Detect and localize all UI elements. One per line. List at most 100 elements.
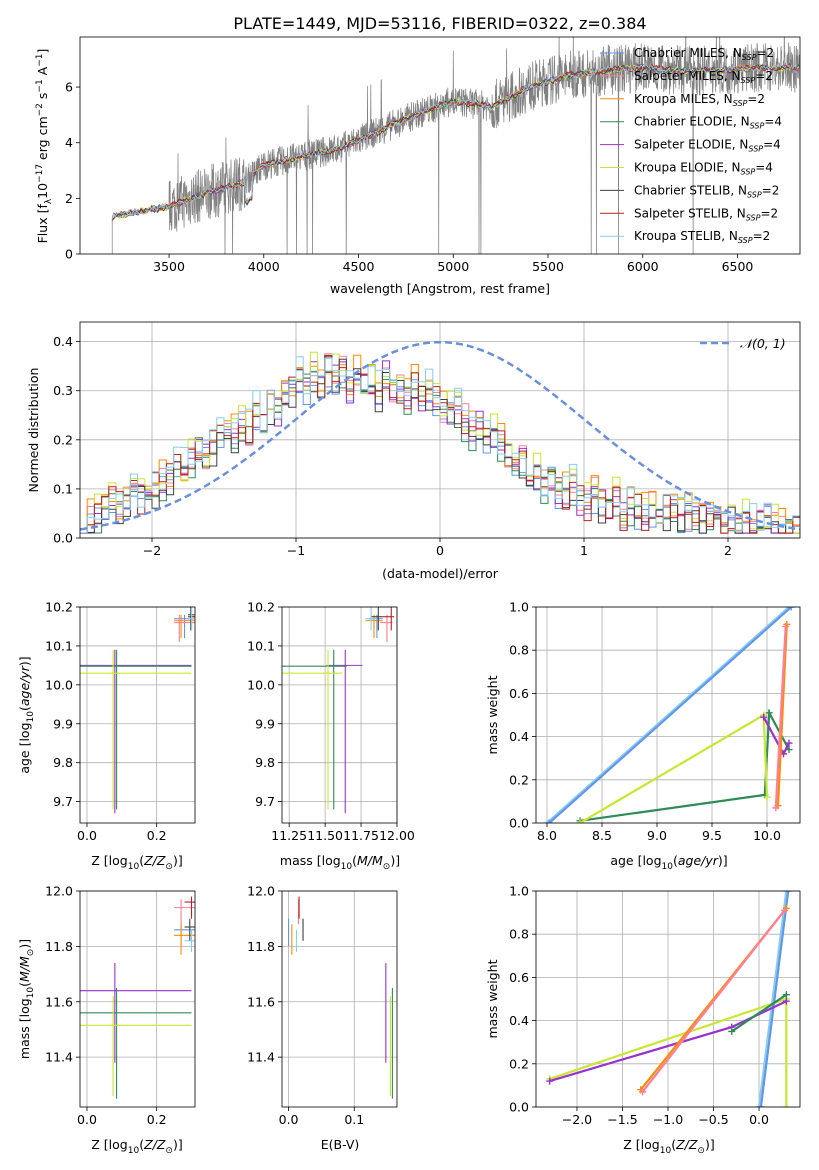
x-tick-label: 12.00 — [379, 828, 415, 843]
weight-line-0 — [546, 607, 790, 823]
x-tick-label: 0.0 — [77, 828, 97, 843]
y-tick-label: 0.2 — [509, 1056, 529, 1071]
weight-marker-3 — [763, 793, 771, 801]
weight-marker-3 — [576, 819, 584, 823]
y-tick-label: 11.4 — [247, 1050, 275, 1065]
y-axis-label: mass weight — [485, 959, 500, 1038]
x-axis-label: mass [log10(M/M⊙)] — [280, 853, 400, 872]
y-axis-label: mass [log10(M/M⊙)] — [17, 939, 36, 1059]
y-tick-label: 0.0 — [53, 531, 73, 546]
y-tick-label: 0.4 — [53, 334, 73, 349]
plot-area-mass_vs_EBV — [288, 896, 393, 1099]
point-kroupa-elodie — [80, 649, 192, 810]
y-tick-label: 1.0 — [509, 600, 529, 615]
x-tick-label: 11.25 — [271, 828, 307, 843]
axes-massweight_vs_Z: −2.0 −1.5 −1.0 −0.5 0.0 0.0 0.2 0.4 0.6 0.8 1.0 Z [… — [485, 884, 801, 1156]
weight-marker-6 — [782, 622, 790, 630]
weight-marker-4 — [760, 713, 768, 721]
weight-marker-2 — [782, 1103, 790, 1107]
y-tick-label: 0.4 — [509, 1013, 529, 1028]
x-tick-label: −1 — [287, 543, 305, 558]
x-tick-label: 0.0 — [749, 1112, 769, 1127]
point-chabrier-elodie — [80, 987, 192, 1099]
axes-frame — [79, 890, 196, 1108]
y-tick-label: 9.7 — [53, 794, 73, 809]
y-tick-label: 11.6 — [247, 994, 275, 1009]
y-tick-label: 0.0 — [509, 816, 529, 831]
y-tick-label: 10.1 — [247, 638, 275, 653]
weight-marker-0 — [755, 1103, 763, 1107]
point-kroupa-stelib — [365, 607, 377, 631]
plot-area-massweight_vs_Z — [546, 891, 792, 1107]
weight-marker-6 — [781, 906, 789, 914]
y-tick-label: 0.6 — [509, 686, 529, 701]
y-axis-label: Flux [fλ10−17 erg cm−2 s−1 A−1] — [35, 49, 54, 244]
point-chabrier-stelib — [371, 607, 383, 631]
weight-line-6 — [774, 626, 787, 808]
y-tick-label: 0.2 — [53, 432, 73, 447]
weight-marker-1 — [545, 819, 553, 823]
axes-mass_vs_Z: 0.0 0.2 11.4 11.6 11.8 12.0 Z [log10(Z/Z⊙)] mas… — [17, 884, 196, 1156]
x-tick-label: 8.5 — [592, 828, 612, 843]
point-chabrier-elodie — [282, 649, 347, 810]
y-tick-label: 9.8 — [255, 755, 275, 770]
x-axis-label: Z [log10(Z/Z⊙)] — [91, 1137, 182, 1156]
x-tick-label: −0.5 — [698, 1112, 728, 1127]
point-chabrier-elodie — [80, 649, 192, 810]
y-axis-label: mass weight — [485, 675, 500, 754]
point-kroupa-elodie — [282, 649, 343, 810]
weight-marker-0 — [543, 819, 551, 823]
legend-label-7: Salpeter STELIB, NSSP=2 — [634, 206, 778, 222]
y-tick-label: 0 — [65, 247, 73, 262]
y-tick-label: 9.9 — [53, 716, 73, 731]
plot-area-spectrum — [111, 37, 800, 254]
legend-label-4: Salpeter ELODIE, NSSP=4 — [634, 138, 781, 154]
weight-line-5 — [776, 624, 788, 806]
y-tick-label: 0.1 — [53, 481, 73, 496]
point-salpeter-elodie — [80, 649, 192, 814]
y-tick-label: 10.2 — [45, 600, 73, 615]
weight-marker-1 — [784, 891, 792, 895]
x-tick-label: 11.75 — [343, 828, 379, 843]
x-tick-label: 5500 — [532, 259, 564, 274]
point-salpeter-stelib — [382, 607, 395, 631]
legend-label-3: Chabrier ELODIE, NSSP=4 — [634, 115, 782, 131]
legend-label-6: Chabrier STELIB, NSSP=2 — [634, 183, 779, 199]
y-tick-label: 11.8 — [247, 939, 275, 954]
x-tick-label: 3500 — [153, 259, 185, 274]
legend-label-5: Kroupa ELODIE, NSSP=4 — [634, 161, 773, 177]
figure-title: PLATE=1449, MJD=53116, FIBERID=0322, z=0… — [233, 14, 646, 33]
point-salpeter-elodie — [326, 649, 363, 814]
y-tick-label: 12.0 — [247, 884, 275, 899]
axes-spectrum: 3500 4000 4500 5000 5500 6000 6500 0 2 4 6 Chabrier… — [35, 36, 801, 296]
x-tick-label: 0.0 — [279, 1112, 299, 1127]
x-tick-label: 6000 — [627, 259, 659, 274]
y-tick-label: 4 — [65, 135, 73, 150]
y-tick-label: 0.6 — [509, 970, 529, 985]
weight-marker-3 — [782, 997, 790, 1005]
y-tick-label: 9.9 — [255, 716, 275, 731]
x-tick-label: 4500 — [343, 259, 375, 274]
weight-line-1 — [759, 891, 790, 1107]
plot-area-massweight_vs_age — [543, 607, 795, 823]
histogram-8 — [80, 356, 800, 534]
legend-label-1: Salpeter MILES, NSSP=2 — [634, 69, 773, 85]
x-tick-label: −2.0 — [562, 1112, 592, 1127]
y-tick-label: 10.0 — [247, 677, 275, 692]
legend-label-8: Kroupa STELIB, NSSP=2 — [634, 229, 770, 245]
axes-massweight_vs_age: 8.0 8.5 9.0 9.5 10.0 0.0 0.2 0.4 0.6 0.8 1.0 age [l… — [485, 600, 801, 872]
axes-frame — [281, 890, 398, 1108]
legend-label-0: Chabrier MILES, NSSP=2 — [634, 46, 774, 62]
weight-marker-6 — [772, 804, 780, 812]
x-axis-label: wavelength [Angstrom, rest frame] — [330, 281, 550, 296]
y-tick-label: 11.6 — [45, 994, 73, 1009]
y-tick-label: 11.4 — [45, 1050, 73, 1065]
x-tick-label: 9.0 — [647, 828, 667, 843]
weight-marker-6 — [639, 1088, 647, 1096]
point-salpeter-stelib — [184, 896, 195, 919]
y-tick-label: 10.0 — [45, 677, 73, 692]
axes-age_vs_Z: 0.0 0.2 9.7 9.8 9.9 10.0 10.1 10.2 Z [log10(Z/Z⊙… — [17, 600, 196, 872]
y-tick-label: 10.2 — [247, 600, 275, 615]
point-salpeter-miles — [379, 614, 393, 643]
axes-residuals: −2 −1 0 1 2 0.0 0.1 0.2 0.3 0.4 𝒩(0, 1) (data-model… — [26, 321, 801, 581]
